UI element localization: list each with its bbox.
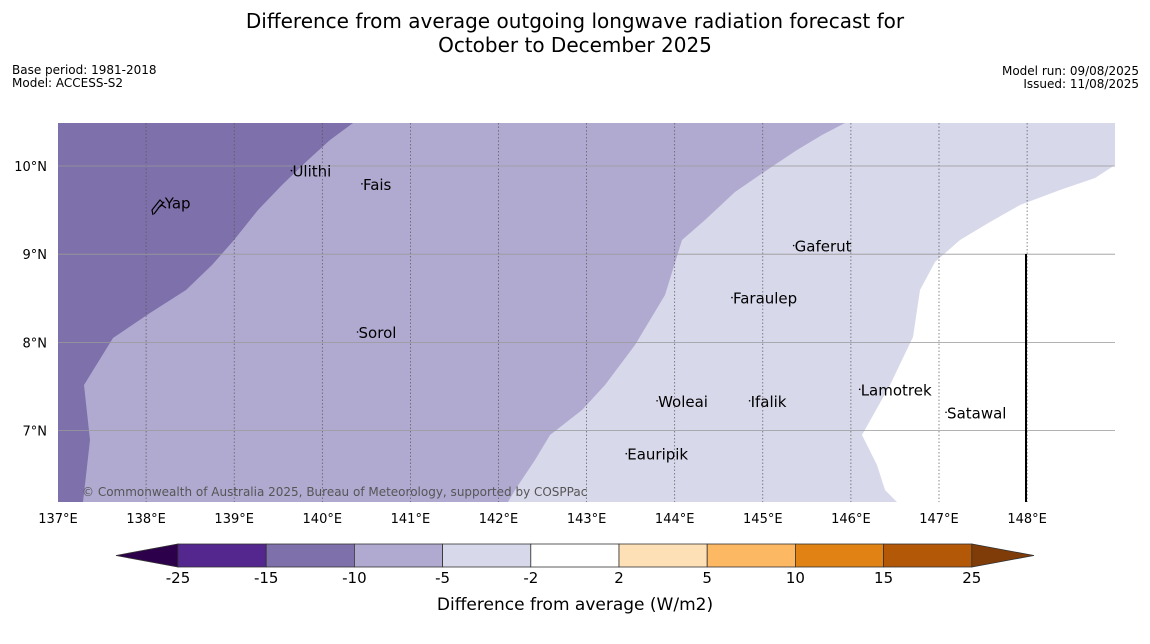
place-label-fais: Fais: [363, 176, 392, 194]
longitude-tick-label: 140°E: [303, 512, 343, 527]
title-line-2: October to December 2025: [438, 33, 712, 57]
place-label-gaferut: Gaferut: [795, 238, 852, 256]
colorbar-tick-label: 5: [702, 569, 712, 587]
place-marker: [361, 183, 363, 185]
model-name: Model: ACCESS-S2: [12, 76, 124, 90]
place-marker: [290, 169, 293, 172]
zone-minus10-to-minus5: [58, 123, 845, 502]
colorbar-bin: [442, 543, 532, 568]
copyright-notice: © Commonwealth of Australia 2025, Bureau…: [82, 485, 587, 499]
place-label-ifalik: Ifalik: [751, 393, 787, 411]
place-marker: [731, 296, 733, 299]
colorbar-bin: [618, 543, 708, 568]
longitude-tick-label: 139°E: [214, 512, 254, 527]
place-marker: [656, 399, 658, 402]
colorbar-bin: [177, 543, 267, 568]
longitude-tick-label: 145°E: [743, 512, 783, 527]
place-label-yap: Yap: [164, 194, 191, 212]
longitude-tick-label: 141°E: [391, 512, 431, 527]
zone-minus15-to-minus10: [58, 123, 353, 502]
place-label-satawal: Satawal: [947, 404, 1006, 422]
latitude-tick-label: 8°N: [23, 336, 48, 351]
colorbar-legend: -25 -15 -10 -5 -2 2 5 10 15 25 Difference from av…: [115, 543, 1035, 615]
place-marker: [945, 411, 947, 414]
place-marker: [625, 452, 628, 455]
colorbar-tick-label: -2: [523, 569, 538, 587]
colorbar-bin: [706, 543, 796, 568]
latitude-gridlines: [58, 165, 1115, 432]
latitude-tick-label: 9°N: [23, 248, 48, 263]
place-label-woleai: Woleai: [658, 393, 708, 411]
map: 137°E 138°E 139°E 140°E 141°E 142°E 143°E 144°E…: [14, 123, 1115, 527]
colorbar-tick-label: 15: [874, 569, 893, 587]
latitude-tick-label: 7°N: [23, 425, 48, 440]
latitude-tick-label: 10°N: [14, 160, 47, 175]
base-period: Base period: 1981-2018: [12, 63, 157, 77]
colorbar-bin: [530, 543, 620, 568]
longitude-tick-label: 146°E: [831, 512, 871, 527]
place-label-lamotrek: Lamotrek: [861, 381, 932, 399]
place-marker: [162, 201, 165, 204]
place-label-ulithi: Ulithi: [292, 163, 331, 181]
metadata-left: Base period: 1981-2018 Model: ACCESS-S2: [12, 64, 157, 90]
colorbar-tick-label: -10: [342, 569, 367, 587]
zone-minus2-to-2: [862, 165, 1115, 502]
colorbar-bin: [795, 543, 885, 568]
longitude-tick-label: 147°E: [919, 512, 959, 527]
place-marker: [792, 244, 795, 247]
place-label-faraulep: Faraulep: [733, 290, 797, 308]
colorbar-tick-label: -15: [254, 569, 279, 587]
colorbar-tick-label: 25: [962, 569, 981, 587]
metadata-right: Model run: 09/08/2025 Issued: 11/08/2025: [1002, 65, 1139, 91]
place-marker: [356, 331, 359, 333]
title-line-1: Difference from average outgoing longwav…: [245, 9, 905, 33]
longitude-tick-label: 143°E: [567, 512, 607, 527]
colorbar-bin: [353, 543, 443, 568]
place-label-sorol: Sorol: [359, 324, 397, 342]
place-marker: [858, 388, 861, 391]
colorbar-bins: [115, 543, 1035, 568]
issued-date: Issued: 11/08/2025: [1023, 77, 1139, 91]
longitude-tick-label: 148°E: [1007, 512, 1047, 527]
longitude-gridlines: [145, 123, 1028, 502]
colorbar-label: Difference from average (W/m2): [437, 595, 713, 615]
yap-island-shape: [151, 199, 167, 216]
model-run: Model run: 09/08/2025: [1001, 64, 1139, 78]
colorbar-bin: [883, 543, 973, 568]
place-labels: Yap Ulithi Fais Sorol Gaferut Faraulep Woleai I…: [162, 163, 1006, 464]
colorbar-bin: [265, 543, 355, 568]
colorbar-extend-low: [115, 543, 179, 568]
chart-title: Difference from average outgoing longwav…: [0, 9, 1150, 57]
place-label-eauripik: Eauripik: [627, 446, 688, 464]
place-marker: [748, 399, 751, 402]
longitude-tick-label: 144°E: [655, 512, 695, 527]
longitude-tick-label: 142°E: [479, 512, 519, 527]
colorbar-tick-label: -5: [435, 569, 450, 587]
longitude-tick-label: 138°E: [126, 512, 166, 527]
latitude-labels: 10°N 9°N 8°N 7°N: [14, 160, 47, 440]
colorbar-extend-high: [971, 543, 1035, 568]
colorbar-tick-label: -25: [166, 569, 191, 587]
longitude-labels: 137°E 138°E 139°E 140°E 141°E 142°E 143°E 144°E…: [38, 512, 1047, 527]
colorbar-tick-labels: -25 -15 -10 -5 -2 2 5 10 15 25: [166, 569, 982, 587]
colorbar-tick-label: 2: [614, 569, 624, 587]
longitude-tick-label: 137°E: [38, 512, 78, 527]
colorbar-tick-label: 10: [786, 569, 805, 587]
